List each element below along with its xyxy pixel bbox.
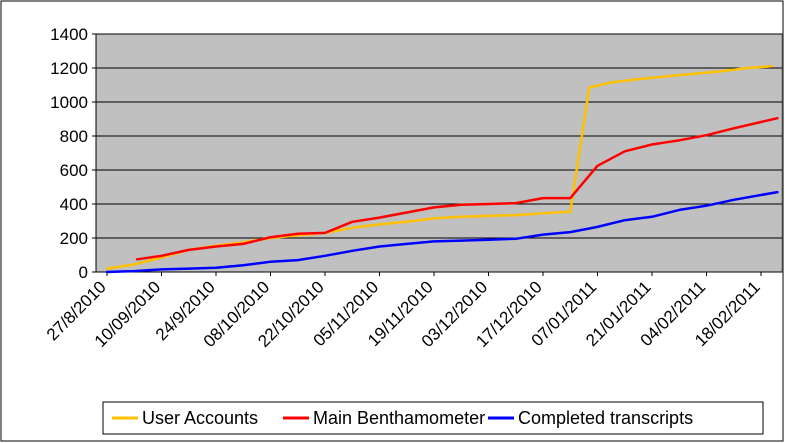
y-tick-label: 200 <box>60 229 88 248</box>
series-line-completed-transcripts <box>105 190 779 274</box>
plot-area <box>95 33 783 273</box>
y-tick-label: 600 <box>60 161 88 180</box>
legend-label: User Accounts <box>142 408 258 428</box>
legend: User Accounts Main Benthamometer Completed… <box>102 401 764 435</box>
legend-label: Completed transcripts <box>518 408 693 428</box>
series-line-main-benthamometer <box>135 116 779 261</box>
legend-box <box>102 401 764 435</box>
y-tick-label: 0 <box>79 263 88 282</box>
y-tick-label: 800 <box>60 127 88 146</box>
y-tick-label: 1200 <box>50 59 88 78</box>
y-axis: 0 200 400 600 800 1000 1200 1400 <box>50 25 97 282</box>
gridlines <box>96 33 782 239</box>
series-layer <box>105 65 779 274</box>
y-tick-label: 1000 <box>50 93 88 112</box>
y-tick-label: 1400 <box>50 25 88 44</box>
y-tick-label: 400 <box>60 195 88 214</box>
legend-label: Main Benthamometer <box>313 408 485 428</box>
